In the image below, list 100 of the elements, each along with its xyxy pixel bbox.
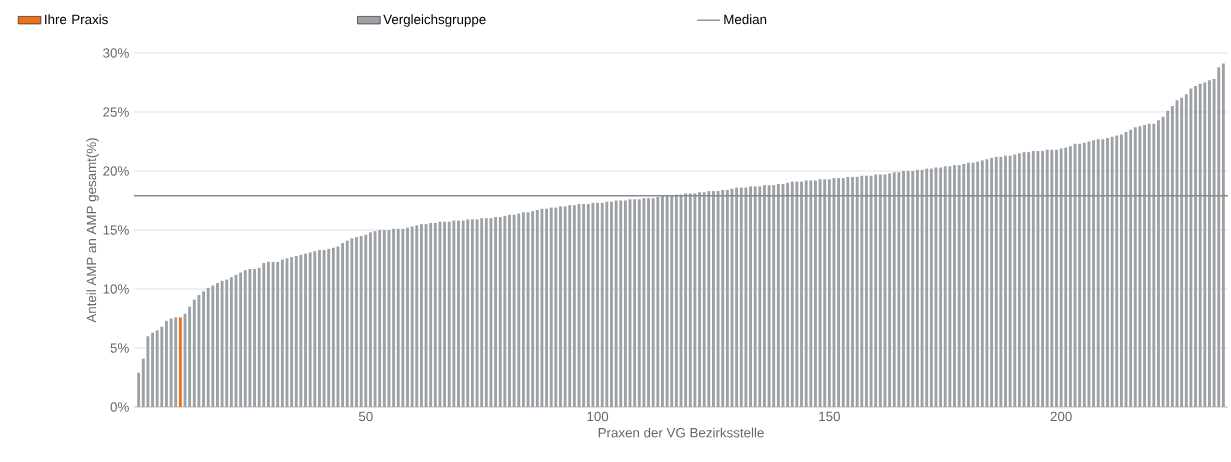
bar: [466, 219, 470, 407]
bar: [721, 189, 725, 407]
y-tick-label: 0%: [110, 402, 129, 412]
bar: [874, 174, 878, 407]
bar: [1170, 106, 1174, 407]
bar: [484, 218, 488, 407]
bar: [1017, 153, 1021, 407]
bar: [619, 200, 623, 407]
bar: [786, 182, 790, 407]
bar: [1147, 123, 1151, 407]
bar: [943, 166, 947, 407]
bar: [1166, 110, 1170, 407]
bar: [688, 193, 692, 407]
y-tick-label: 30%: [103, 48, 129, 58]
bar: [693, 193, 697, 407]
bar: [267, 261, 270, 407]
bar: [308, 252, 312, 407]
bar: [642, 198, 646, 407]
bar: [994, 156, 998, 407]
bar: [1027, 152, 1031, 407]
bar: [990, 158, 994, 407]
bar: [651, 198, 655, 407]
bar: [563, 206, 567, 407]
bar: [392, 228, 396, 407]
bar: [656, 196, 660, 407]
bar: [517, 213, 521, 407]
bar: [586, 204, 590, 407]
bar: [317, 250, 321, 407]
x-tick-label: 150: [819, 411, 840, 422]
bar: [572, 205, 576, 407]
bar: [735, 187, 739, 407]
bar: [415, 225, 419, 407]
bar: [814, 180, 817, 407]
bar: [396, 228, 400, 407]
x-tick-label: 200: [1050, 411, 1072, 422]
bar: [447, 221, 451, 407]
bar: [290, 257, 294, 407]
bar: [188, 306, 192, 407]
bar: [841, 178, 845, 407]
bar: [749, 186, 752, 407]
y-tick-label: 25%: [103, 107, 129, 117]
bar: [206, 287, 210, 407]
bar: [864, 175, 868, 407]
bar: [767, 185, 771, 407]
bar: [559, 206, 562, 407]
bar: [1208, 80, 1211, 407]
bar: [582, 204, 586, 407]
bar: [1096, 139, 1100, 407]
y-tick-label: 15%: [103, 225, 129, 235]
bar: [1138, 126, 1142, 407]
bar: [980, 160, 984, 407]
bar: [433, 222, 437, 407]
bar: [911, 171, 915, 407]
bar: [1004, 155, 1007, 407]
x-tick-label: 100: [587, 411, 609, 422]
bar: [948, 166, 952, 407]
bar: [174, 317, 178, 407]
bar: [253, 268, 256, 407]
bar: [929, 168, 933, 407]
bar: [364, 234, 368, 407]
bar: [480, 218, 484, 407]
bar: [1180, 97, 1184, 407]
bar: [763, 185, 766, 407]
bar: [304, 253, 307, 407]
bar: [535, 209, 539, 407]
bar: [1101, 139, 1105, 407]
bar: [744, 187, 748, 407]
bar: [1198, 83, 1202, 407]
bar: [605, 201, 609, 407]
bar: [1064, 147, 1068, 407]
bar: [151, 332, 154, 407]
bar: [925, 168, 929, 407]
bar: [243, 270, 247, 407]
bar: [327, 248, 331, 407]
bar: [855, 176, 859, 407]
legend-label: Ihre Praxis: [45, 14, 108, 25]
bar: [725, 189, 729, 407]
bar: [591, 202, 595, 407]
bar: [707, 191, 711, 407]
x-tick-label: 50: [358, 411, 373, 422]
bar: [818, 179, 822, 407]
bar: [897, 172, 901, 407]
bar: [1129, 129, 1133, 407]
bar: [1189, 88, 1193, 407]
bar: [1068, 146, 1072, 407]
bar: [406, 227, 409, 407]
bar: [939, 167, 943, 407]
legend-label: Median: [724, 14, 767, 25]
bar: [160, 326, 164, 407]
bar: [192, 299, 196, 407]
bar: [1008, 155, 1012, 407]
bar: [549, 207, 553, 407]
bar: [837, 178, 841, 407]
bar: [906, 171, 910, 407]
bar: [443, 221, 447, 407]
bar: [661, 195, 664, 407]
bar: [712, 191, 715, 407]
bar: [512, 214, 516, 407]
bar: [1143, 124, 1146, 407]
bar: [1041, 150, 1045, 407]
